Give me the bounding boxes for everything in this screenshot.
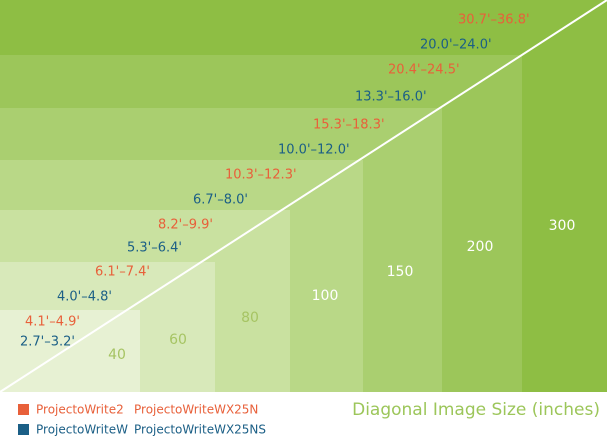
throw-range: 20.4'–24.5' xyxy=(388,63,460,78)
throw-range: 13.3'–16.0' xyxy=(355,90,427,105)
size-label: 100 xyxy=(312,288,339,304)
size-label: 300 xyxy=(549,218,576,234)
size-label: 150 xyxy=(387,264,414,280)
throw-range: 8.2'–9.9' xyxy=(158,218,213,233)
size-area xyxy=(0,310,140,392)
legend-label: ProjectoWriteWX25N xyxy=(134,403,258,417)
size-label: 60 xyxy=(169,332,187,348)
throw-range: 15.3'–18.3' xyxy=(313,118,385,133)
legend-label: ProjectoWriteWX25NS xyxy=(134,423,266,437)
throw-range: 30.7'–36.8' xyxy=(458,13,530,28)
throw-range: 10.3'–12.3' xyxy=(225,168,297,183)
throw-range: 5.3'–6.4' xyxy=(127,241,182,256)
throw-range: 6.1'–7.4' xyxy=(95,265,150,280)
legend-swatch xyxy=(18,424,29,435)
size-label: 200 xyxy=(467,239,494,255)
throw-range: 4.0'–4.8' xyxy=(57,290,112,305)
axis-title: Diagonal Image Size (inches) xyxy=(352,400,600,420)
throw-range: 4.1'–4.9' xyxy=(25,315,80,330)
throw-range: 6.7'–8.0' xyxy=(193,193,248,208)
size-label: 80 xyxy=(241,310,259,326)
size-label: 40 xyxy=(108,347,126,363)
diagonal-line xyxy=(0,0,607,392)
throw-range: 2.7'–3.2' xyxy=(20,335,75,350)
legend-label: ProjectoWriteW xyxy=(36,423,128,437)
throw-range: 20.0'–24.0' xyxy=(420,38,492,53)
legend-swatch xyxy=(18,404,29,415)
legend-label: ProjectoWrite2 xyxy=(36,403,124,417)
throw-range: 10.0'–12.0' xyxy=(278,143,350,158)
